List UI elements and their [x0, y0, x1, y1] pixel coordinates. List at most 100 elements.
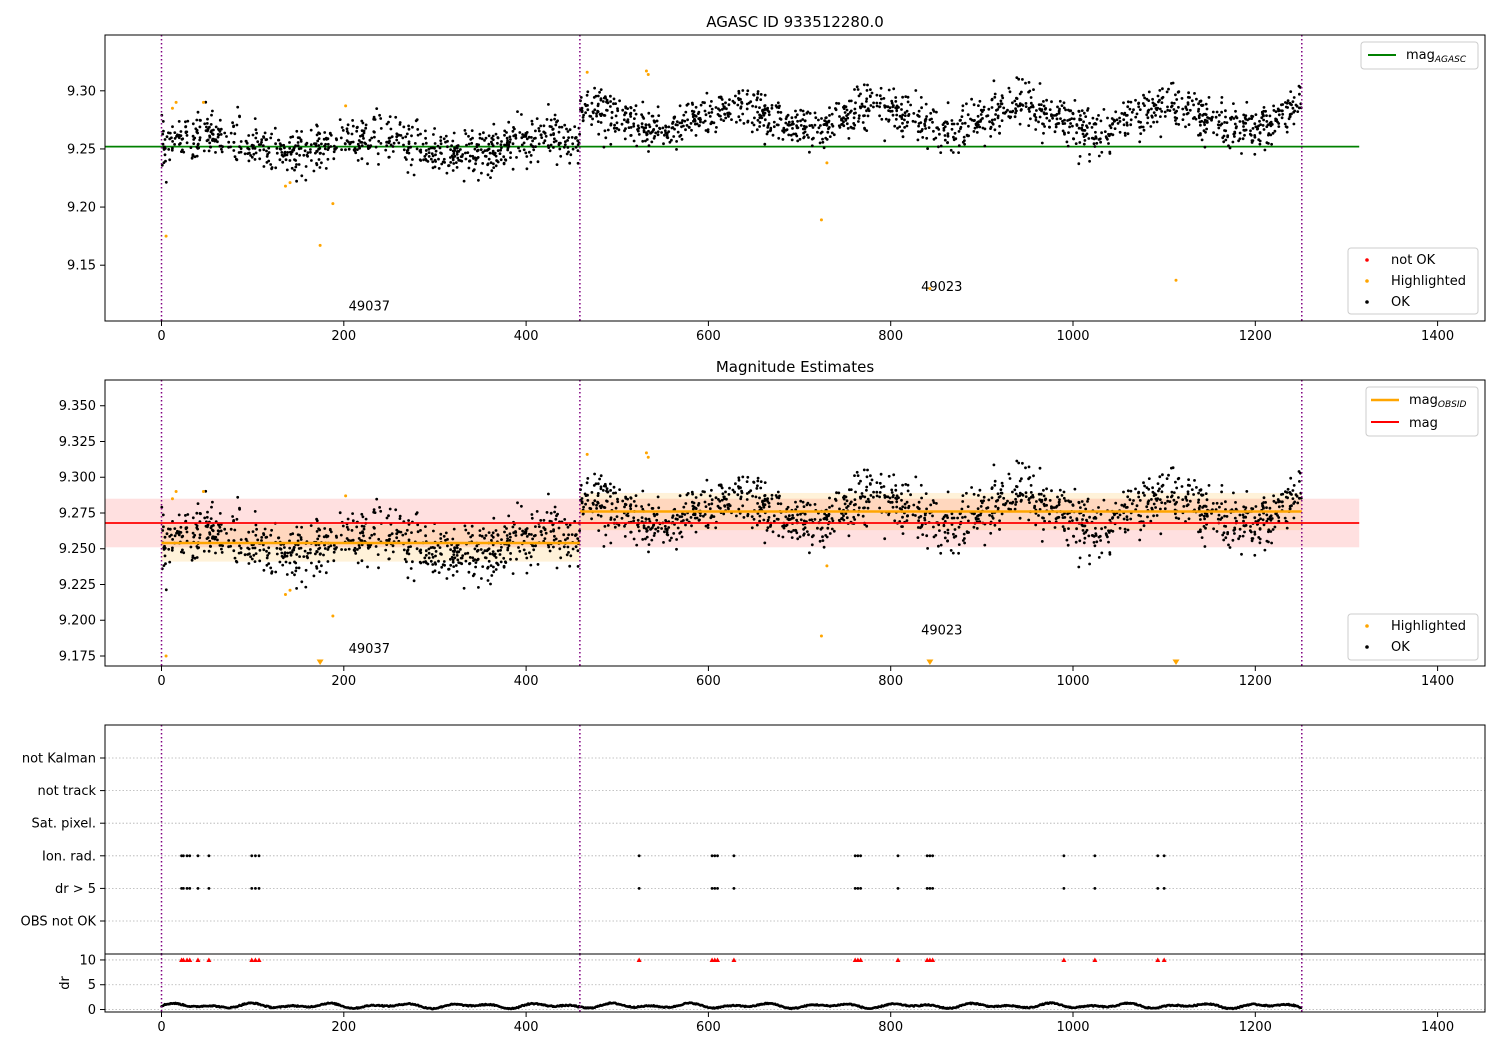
ok-point [167, 547, 171, 551]
ok-point [919, 121, 923, 124]
ok-point [338, 511, 342, 515]
ok-point [251, 546, 255, 550]
ok-point [199, 119, 202, 122]
ok-point [346, 131, 350, 135]
ok-point [449, 148, 452, 152]
ok-point [994, 505, 997, 508]
ok-point [346, 528, 350, 531]
ok-point [614, 506, 618, 510]
ok-point [1129, 123, 1133, 127]
ok-point [195, 154, 199, 158]
ok-point [1205, 107, 1209, 111]
ok-point [515, 557, 518, 561]
ok-point [1123, 530, 1127, 534]
ok-point [854, 111, 857, 115]
ok-point [675, 513, 679, 517]
ok-point [830, 504, 834, 508]
ok-point [449, 156, 452, 159]
ok-point [828, 506, 831, 509]
ok-point [667, 125, 671, 129]
flag-point [853, 854, 857, 858]
ok-point [1138, 140, 1142, 144]
flag-point [1162, 887, 1166, 890]
ok-point [756, 502, 759, 505]
ok-point [1253, 530, 1257, 534]
ok-point [612, 126, 616, 130]
ok-point [405, 551, 409, 555]
ok-point [883, 139, 887, 143]
ok-point [849, 488, 853, 491]
ok-point [1193, 92, 1196, 95]
flag-point [856, 854, 860, 858]
ok-point [357, 144, 361, 148]
ok-point [467, 134, 470, 138]
ok-point [917, 109, 921, 113]
ok-point [1292, 122, 1296, 126]
ok-point [655, 124, 659, 128]
ok-point [795, 531, 799, 535]
ok-point [456, 558, 460, 562]
ok-point [894, 484, 898, 487]
ok-point [887, 88, 891, 92]
ok-point [373, 135, 376, 139]
ok-point [465, 143, 468, 147]
ok-point [704, 524, 708, 528]
ok-point [322, 553, 325, 557]
ok-point [924, 118, 928, 121]
ok-point [300, 525, 303, 529]
ok-point [281, 160, 285, 164]
ok-point [484, 155, 488, 158]
ok-point [239, 140, 243, 143]
ok-point [710, 111, 714, 114]
ok-point [820, 117, 823, 120]
ok-point [161, 120, 165, 123]
ok-point [853, 474, 856, 477]
ok-point [548, 549, 552, 553]
ok-point [529, 555, 533, 559]
ok-point [763, 481, 767, 484]
ok-point [377, 566, 380, 570]
ok-point [177, 533, 181, 537]
ok-point [1104, 135, 1108, 139]
ok-point [977, 517, 980, 521]
ok-point [767, 110, 771, 114]
ok-point [179, 142, 182, 145]
ok-point [472, 168, 476, 172]
ok-point [1018, 479, 1022, 483]
legend-box [1347, 613, 1479, 661]
ok-point [1248, 117, 1251, 121]
ok-point [705, 478, 709, 482]
ok-point [706, 130, 710, 134]
ok-point [503, 133, 506, 137]
ok-point [996, 114, 1000, 118]
ok-point [1272, 109, 1276, 112]
ok-point [547, 103, 550, 106]
ok-point [1181, 107, 1185, 111]
ok-point [403, 557, 407, 561]
ok-point [1024, 81, 1027, 85]
ok-point [491, 138, 495, 142]
ok-point [323, 543, 326, 547]
ok-point [173, 534, 177, 538]
ok-point [624, 503, 628, 506]
ok-point [626, 497, 629, 501]
ok-point [451, 573, 455, 577]
ok-point [972, 103, 976, 107]
ok-point [305, 153, 309, 157]
ok-point [525, 137, 529, 141]
ok-point [1161, 87, 1164, 91]
ok-point [1014, 492, 1018, 496]
ok-point [957, 543, 961, 546]
ok-point [254, 533, 258, 537]
ok-point [1215, 501, 1219, 505]
ok-point [919, 483, 923, 487]
ok-point [171, 125, 174, 129]
ok-point [1197, 530, 1200, 534]
ok-point [1002, 106, 1006, 110]
ok-point [1253, 516, 1257, 520]
ok-point [1048, 108, 1052, 111]
ok-point [1211, 110, 1215, 114]
ok-point [805, 133, 809, 137]
ok-point [235, 123, 239, 127]
